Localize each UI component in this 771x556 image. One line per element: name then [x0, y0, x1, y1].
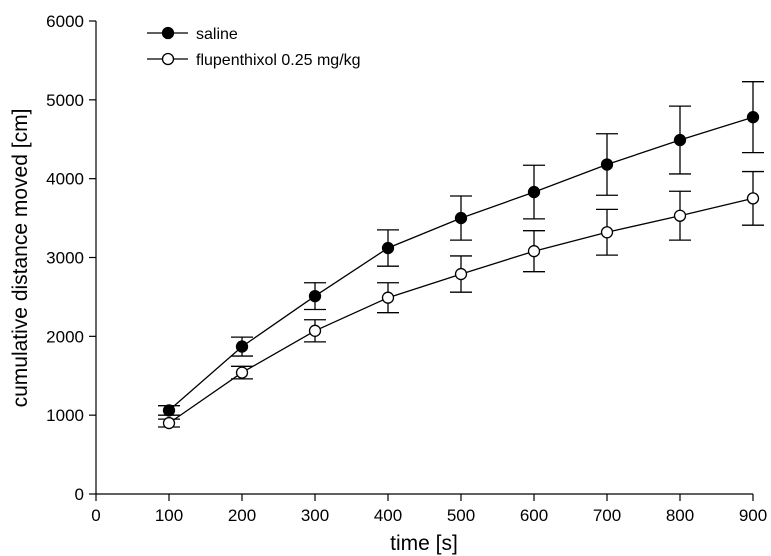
data-point [381, 241, 395, 255]
series-layer [158, 81, 764, 430]
y-tick-label: 3000 [46, 249, 84, 268]
data-point [162, 416, 176, 430]
data-point [381, 291, 395, 304]
x-axis-title: time [s] [390, 532, 458, 555]
x-tick-label: 100 [155, 506, 183, 525]
y-tick-label: 2000 [46, 327, 84, 346]
y-axis-title: cumulative distance moved [cm] [9, 109, 32, 408]
data-point [308, 324, 322, 337]
data-point [600, 226, 614, 239]
x-tick-label: 200 [228, 506, 256, 525]
legend-marker [161, 52, 175, 66]
legend-item: saline [147, 26, 238, 43]
legend-marker [161, 26, 175, 40]
data-point [673, 133, 687, 147]
data-point [308, 289, 322, 303]
y-tick-label: 0 [75, 485, 84, 504]
data-point [673, 209, 687, 222]
y-tick-label: 5000 [46, 91, 84, 110]
data-point [527, 245, 541, 258]
data-point [454, 267, 468, 281]
y-tick-label: 1000 [46, 406, 84, 425]
x-tick-label: 700 [593, 506, 621, 525]
data-point [527, 185, 541, 199]
data-point [162, 404, 176, 417]
data-point [600, 158, 614, 171]
legend: saline flupenthixol 0.25 mg/kg [147, 26, 361, 69]
series-1 [158, 81, 764, 417]
legend-label: saline [196, 26, 238, 43]
y-tick-label: 4000 [46, 170, 84, 189]
data-point [235, 340, 249, 353]
x-tick-label: 500 [447, 506, 475, 525]
axes: 0 1000 2000 3000 4000 5000 6000 0 100 200 300 400 50… [46, 12, 767, 525]
x-tick-label: 400 [374, 506, 402, 525]
x-tick-label: 300 [301, 506, 329, 525]
x-tick-label: 600 [520, 506, 548, 525]
data-point [746, 192, 760, 205]
legend-item: flupenthixol 0.25 mg/kg [147, 52, 361, 69]
x-tick-label: 900 [739, 506, 767, 525]
x-tick-label: 800 [666, 506, 694, 525]
data-point [454, 211, 468, 225]
legend-label: flupenthixol 0.25 mg/kg [196, 52, 361, 69]
series-2 [158, 170, 764, 430]
x-tick-label: 0 [91, 506, 100, 525]
y-tick-label: 6000 [46, 12, 84, 31]
data-point [746, 111, 760, 124]
data-point [235, 366, 249, 379]
